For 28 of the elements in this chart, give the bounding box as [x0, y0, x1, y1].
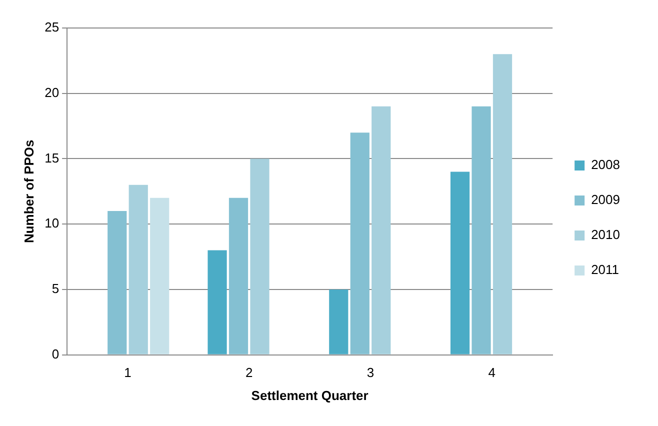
bar	[450, 172, 470, 354]
y-tick-label: 25	[44, 20, 60, 35]
x-tick-label: 2	[246, 365, 253, 380]
bar	[372, 106, 391, 354]
bar	[350, 132, 370, 354]
x-axis-title: Settlement Quarter	[251, 388, 368, 403]
legend-label: 2009	[591, 192, 620, 208]
bar	[208, 250, 227, 354]
y-tick-label: 0	[52, 346, 60, 362]
y-tick-label: 20	[44, 84, 60, 100]
y-axis-title: Number of PPOs	[21, 140, 36, 244]
x-tick-label: 4	[488, 365, 496, 380]
legend-label: 2008	[591, 157, 620, 172]
legend-label: 2010	[591, 227, 620, 242]
bar	[250, 158, 270, 354]
bar	[228, 198, 248, 354]
bar	[472, 106, 491, 354]
y-tick-label: 5	[52, 281, 60, 296]
x-tick-label: 3	[366, 365, 374, 380]
bar	[150, 198, 170, 354]
bar	[108, 211, 127, 354]
bar	[492, 54, 512, 354]
y-tick-label: 10	[44, 216, 60, 231]
bar	[128, 184, 148, 354]
legend-label: 2011	[591, 262, 620, 278]
y-tick-label: 15	[44, 150, 60, 166]
x-tick-label: 1	[124, 365, 132, 380]
bar	[329, 289, 348, 354]
